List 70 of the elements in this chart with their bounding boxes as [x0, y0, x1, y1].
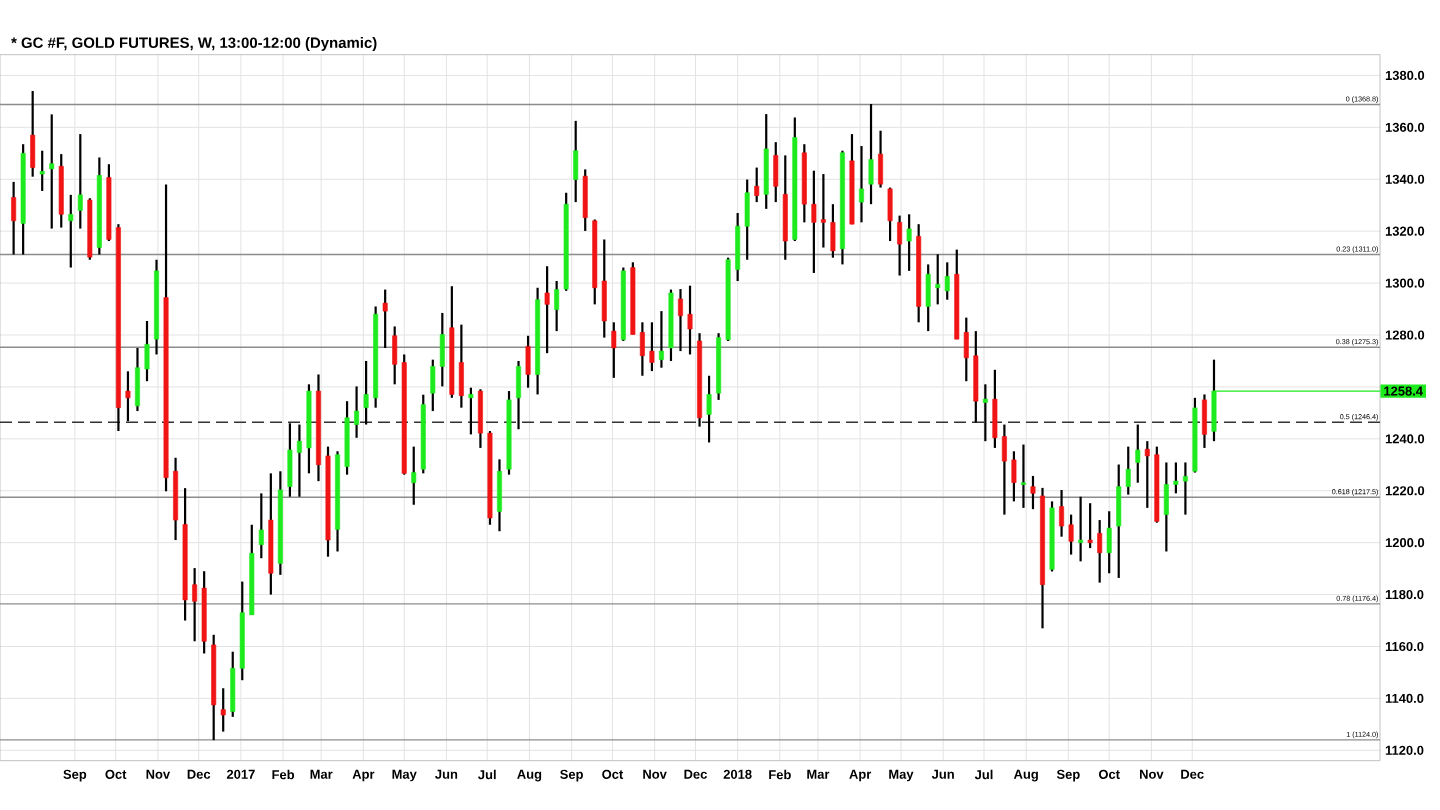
- candlestick: [497, 458, 502, 533]
- candlestick: [649, 321, 655, 373]
- candlestick: [763, 113, 769, 210]
- candlestick: [39, 149, 45, 193]
- candlestick: [49, 113, 55, 230]
- candlestick: [782, 154, 788, 261]
- candlestick: [1173, 461, 1179, 495]
- candlestick: [1144, 440, 1150, 509]
- candlestick: [582, 168, 588, 233]
- candlestick: [134, 346, 140, 413]
- candlestick: [925, 263, 931, 333]
- candlestick: [554, 279, 560, 333]
- candlestick: [820, 172, 826, 249]
- candlestick: [868, 102, 874, 206]
- candlestick: [125, 370, 131, 423]
- candlestick: [1059, 488, 1065, 538]
- candlestick: [859, 144, 864, 224]
- candlestick: [887, 186, 893, 243]
- candlestick: [1068, 513, 1074, 556]
- candlestick: [77, 133, 83, 230]
- candlestick: [1001, 423, 1007, 516]
- candlestick: [678, 287, 683, 353]
- candlestick: [1030, 474, 1036, 511]
- candlestick: [1135, 423, 1141, 484]
- candlestick: [192, 566, 198, 643]
- candlestick: [573, 119, 579, 204]
- candlestick: [735, 211, 741, 283]
- candlestick: [477, 388, 483, 450]
- candlestick: [525, 334, 531, 389]
- candlestick: [544, 265, 550, 355]
- candlestick: [982, 383, 988, 443]
- candlestick: [516, 359, 522, 431]
- candlestick: [744, 178, 750, 261]
- candlestick: [144, 319, 150, 383]
- candlestick: [906, 213, 912, 272]
- candlestick: [830, 203, 836, 259]
- candlestick: [411, 445, 417, 506]
- candlestick: [1087, 502, 1093, 550]
- candlestick: [878, 129, 884, 189]
- candlestick: [611, 321, 617, 379]
- candlestick: [1097, 518, 1103, 584]
- candlestick: [363, 359, 369, 426]
- candlestick: [1011, 450, 1017, 503]
- candlestick: [458, 323, 464, 409]
- candlestick: [754, 166, 760, 204]
- candlestick: [639, 321, 645, 377]
- candlestick: [1020, 443, 1026, 509]
- candlestick: [658, 310, 664, 369]
- candlestick: [1078, 495, 1084, 563]
- candlestick: [1201, 393, 1207, 450]
- candlestick: [287, 422, 293, 498]
- candlestick: [468, 386, 474, 436]
- candlestick: [811, 169, 817, 275]
- candlestick: [11, 180, 17, 256]
- candlestick: [773, 141, 779, 204]
- candlestick: [30, 89, 36, 178]
- candlestick: [973, 330, 979, 424]
- candlestick: [258, 492, 264, 560]
- candlestick: [687, 284, 693, 356]
- candlestick: [382, 288, 388, 350]
- candlestick: [1163, 461, 1169, 553]
- candlestick: [992, 368, 998, 450]
- candlestick: [1182, 461, 1188, 516]
- candlestick: [68, 193, 74, 269]
- candlestick: [897, 214, 903, 277]
- candlestick: [296, 423, 302, 498]
- candlestick: [1106, 510, 1112, 575]
- candlestick: [354, 385, 360, 439]
- candlestick: [706, 374, 712, 444]
- candlestick: [220, 687, 226, 733]
